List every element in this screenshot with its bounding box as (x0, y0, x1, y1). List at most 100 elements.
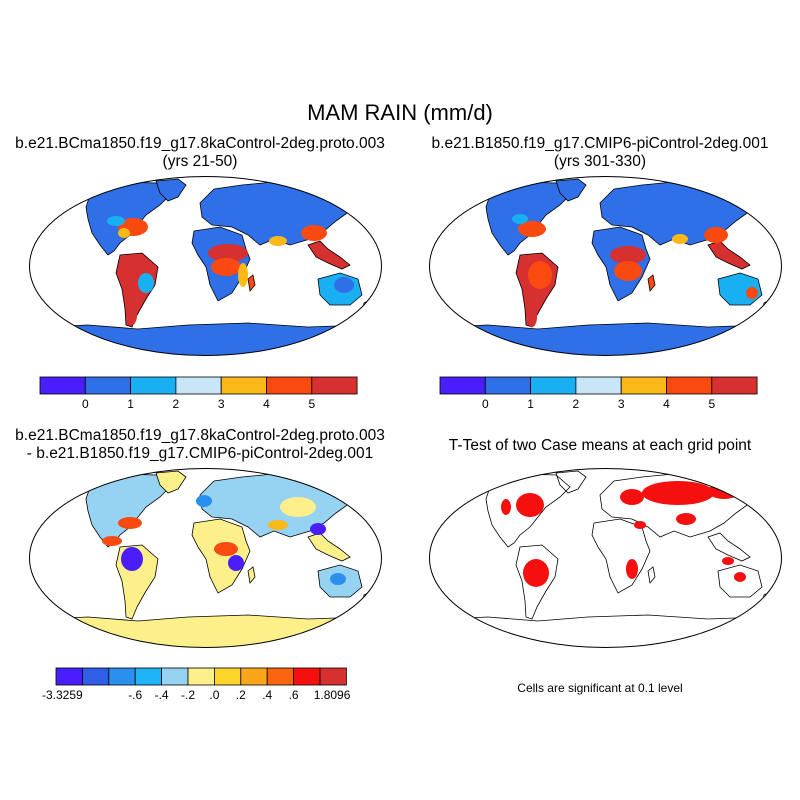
precip-region (102, 536, 122, 546)
precip-region (704, 227, 728, 243)
precip-region (121, 547, 143, 571)
continent-antarctica (443, 322, 769, 356)
colorbar-tick-label: 3 (618, 397, 625, 411)
map-border (429, 176, 782, 356)
continent-newZealand (361, 300, 369, 314)
map-land-layer (43, 178, 369, 356)
colorbar-swatch (575, 376, 622, 395)
continent-newZealand (361, 592, 369, 606)
precip-region (127, 305, 137, 325)
panel-case1-title: b.e21.BCma1850.f19_g17.8kaControl-2deg.p… (0, 135, 400, 171)
precip-region (512, 214, 528, 224)
colorbar-swatch (130, 376, 177, 395)
map-border (429, 468, 782, 648)
panel-ttest-title: T-Test of two Case means at each grid po… (448, 437, 752, 454)
continent-seAsia (307, 240, 351, 270)
map-case2 (429, 176, 782, 356)
precip-region (310, 523, 326, 535)
map-ttest (429, 468, 782, 648)
colorbar-swatch (266, 376, 313, 395)
precip-region (614, 261, 642, 281)
panel-case2-title: b.e21.B1850.f19_g17.CMIP6-piControl-2deg… (400, 135, 800, 171)
precip-region (196, 495, 212, 507)
colorbar-tick-label: -3.3259 (42, 688, 83, 702)
continent-northAmerica (485, 181, 571, 256)
colorbar-case1: 0 1 2 3 4 5 (39, 376, 358, 411)
precip-region (527, 307, 537, 327)
continent-greenland (155, 470, 187, 494)
precip-region (268, 520, 288, 530)
precip-region (211, 258, 241, 276)
colorbar-tick-label: 4 (263, 397, 270, 411)
colorbar-swatch (484, 376, 531, 395)
colorbar-tick-label: 2 (573, 397, 580, 411)
continent-newZealand (761, 300, 769, 314)
panel-case2-title-line1: b.e21.B1850.f19_g17.CMIP6-piControl-2deg… (431, 135, 769, 152)
precip-region (516, 493, 544, 517)
colorbar-swatch (666, 376, 713, 395)
panel-difference-title-line1: b.e21.BCma1850.f19_g17.8kaControl-2deg.p… (15, 427, 385, 444)
continent-newZealand (761, 592, 769, 606)
precip-region (301, 225, 327, 241)
colorbar-tick-label: 1 (127, 397, 134, 411)
precip-region (334, 277, 354, 293)
continent-northAmerica (485, 473, 571, 548)
colorbar-swatch (711, 376, 758, 395)
colorbar-swatch (220, 376, 267, 395)
panel-case1-title-line2: (yrs 21-50) (162, 153, 238, 170)
precip-region (626, 559, 638, 579)
continent-antarctica (443, 614, 769, 648)
colorbar-tick-label: 2 (173, 397, 180, 411)
panel-difference-title: b.e21.BCma1850.f19_g17.8kaControl-2deg.p… (0, 427, 400, 463)
continent-seAsia (707, 240, 751, 270)
colorbar-difference: -3.3259 -.6 -.4 -.2 .0 .2 .4 .6 1.8096 (42, 667, 351, 702)
precip-region (280, 497, 316, 517)
colorbar-swatch (311, 376, 358, 395)
continent-northAmerica (85, 473, 171, 548)
precip-region (746, 287, 758, 299)
continent-madagascar (647, 566, 656, 584)
precip-region (228, 555, 244, 571)
colorbar-swatch (55, 667, 83, 686)
colorbar-swatch (293, 667, 321, 686)
precip-region (676, 513, 696, 525)
continent-madagascar (647, 274, 656, 292)
continent-africa (591, 518, 651, 594)
map-border (29, 176, 382, 356)
continent-greenland (555, 178, 587, 202)
precip-region (708, 483, 740, 499)
continent-greenland (555, 470, 587, 494)
colorbar-tick-label: -.4 (155, 688, 169, 702)
colorbar-tick-label: .6 (289, 688, 299, 702)
colorbar-tick-label: 4 (663, 397, 670, 411)
continent-antarctica (43, 322, 369, 356)
panel-case2-title-line2: (yrs 301-330) (553, 153, 647, 170)
colorbar-swatch (530, 376, 577, 395)
precip-region (138, 273, 154, 293)
precip-region (634, 521, 646, 529)
precip-region (642, 481, 714, 505)
precip-region (518, 221, 546, 237)
precip-region (722, 557, 734, 565)
continent-greenland (155, 178, 187, 202)
map-land-layer (443, 470, 769, 648)
continent-northAmerica (85, 181, 171, 256)
colorbar-swatch (213, 667, 242, 686)
precip-region (330, 573, 346, 585)
colorbar-tick-label: 1 (527, 397, 534, 411)
continent-antarctica (43, 614, 369, 648)
colorbar-tick-label: -.2 (181, 688, 195, 702)
colorbar-swatch (108, 667, 136, 686)
precip-region (269, 236, 287, 246)
colorbar-tick-label: 0 (82, 397, 89, 411)
colorbar-tick-label: 5 (308, 397, 315, 411)
panel-ttest-note: Cells are significant at 0.1 level (517, 681, 683, 695)
colorbar-swatch (187, 667, 215, 686)
colorbar-swatch (439, 376, 486, 395)
colorbar-tick-label: 5 (708, 397, 715, 411)
precip-region (208, 244, 248, 262)
precip-region (734, 572, 746, 582)
colorbar-swatch (82, 667, 110, 686)
colorbar-swatch (266, 667, 294, 686)
precip-region (214, 542, 238, 556)
